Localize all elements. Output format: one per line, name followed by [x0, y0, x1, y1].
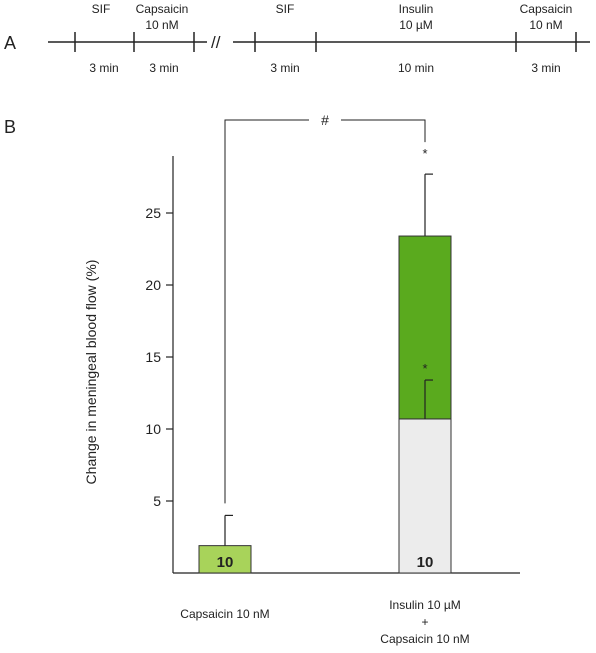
x-category-label: Capsaicin 10 nM [380, 632, 469, 646]
timeline-label-sif-1: SIF [92, 2, 111, 16]
timeline-duration: 3 min [270, 61, 299, 75]
bar-segment [198, 545, 252, 574]
timeline-label-capsaicin-1-conc: 10 nM [145, 18, 178, 32]
significance-star: * [422, 361, 427, 376]
chart-panel-b: B Change in meningeal blood flow (%) 5 10… [4, 112, 520, 646]
y-tick-label: 20 [145, 277, 161, 293]
bar-n-label: 10 [417, 554, 434, 571]
timeline-label-sif-2: SIF [276, 2, 295, 16]
timeline-panel-a: A // SIF Capsaicin 10 nM SIF Insulin 10 … [4, 2, 590, 75]
timeline-label-capsaicin-2-conc: 10 nM [529, 18, 562, 32]
y-tick-label: 10 [145, 421, 161, 437]
timeline-duration: 3 min [149, 61, 178, 75]
y-tick-label: 15 [145, 349, 161, 365]
x-category-label: Insulin 10 µM [389, 598, 461, 612]
timeline-label-capsaicin-2: Capsaicin [520, 2, 573, 16]
timeline-break: // [211, 33, 221, 52]
panel-label-b: B [4, 117, 16, 137]
x-category-label: + [421, 615, 428, 629]
panel-label-a: A [4, 33, 16, 53]
bar-segment [398, 418, 452, 574]
significance-label: # [321, 112, 329, 128]
timeline-label-insulin-conc: 10 µM [399, 18, 433, 32]
significance-star: * [422, 146, 427, 161]
bar-n-label: 10 [217, 554, 234, 571]
timeline-duration: 3 min [531, 61, 560, 75]
y-axis-label: Change in meningeal blood flow (%) [83, 260, 99, 485]
timeline-label-insulin: Insulin [399, 2, 434, 16]
significance-bracket [224, 119, 309, 504]
y-tick-label: 5 [153, 493, 161, 509]
significance-bracket [341, 119, 426, 143]
y-tick-label: 25 [145, 205, 161, 221]
chart-plot-area: 5 10 15 20 25 10 * * 10 # [145, 112, 520, 574]
timeline-duration: 10 min [398, 61, 434, 75]
timeline-duration: 3 min [89, 61, 118, 75]
timeline-label-capsaicin-1: Capsaicin [136, 2, 189, 16]
x-category-label: Capsaicin 10 nM [180, 607, 269, 621]
